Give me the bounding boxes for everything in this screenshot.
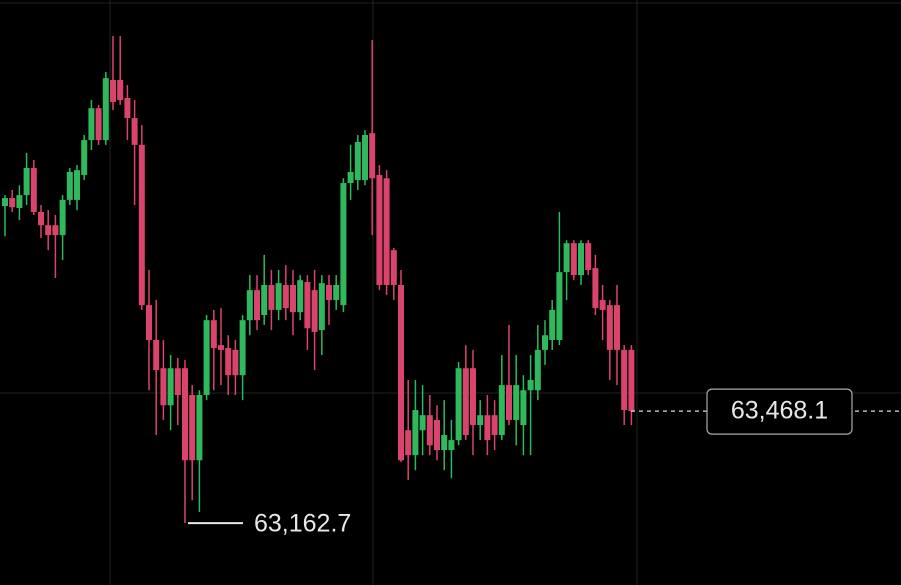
candle-body [556, 272, 563, 340]
candle-body [95, 108, 102, 141]
candle-body [484, 415, 491, 441]
candle-body [362, 134, 368, 181]
candle-body [614, 305, 620, 350]
candle-body [124, 97, 131, 119]
candle-body [45, 225, 52, 236]
candle-body [268, 284, 275, 310]
candle-body [38, 211, 44, 226]
candle-body [441, 434, 448, 451]
candle-body [246, 290, 253, 321]
candle-body [462, 368, 469, 435]
candle-body [455, 368, 462, 441]
candle-body [218, 345, 224, 350]
candle-body [621, 349, 628, 411]
candle-body [599, 300, 606, 310]
candle-body [102, 78, 109, 141]
candle-body [585, 243, 592, 270]
candle-body [261, 284, 268, 316]
candle-body [23, 167, 30, 196]
candle-body [606, 305, 613, 350]
candle-body [491, 415, 498, 435]
candle-body [318, 283, 325, 331]
last-price-box [706, 388, 853, 435]
candle-body [563, 243, 570, 273]
candle-body [477, 415, 484, 426]
candle-body [88, 108, 95, 141]
candle-body [628, 349, 635, 412]
candle-body [549, 309, 556, 340]
candle-body [189, 395, 196, 461]
candle-body [340, 183, 347, 306]
candle-body [81, 140, 88, 175]
last-price-label: 63,468.1 [731, 397, 828, 425]
candle-body [167, 368, 174, 406]
low-marker-label: 63,162.7 [254, 510, 351, 538]
candle-body [174, 368, 181, 396]
candle-body [383, 178, 390, 285]
candle-body [153, 339, 160, 371]
candle-body [578, 243, 584, 276]
candle-body [52, 225, 59, 236]
candle-body [297, 280, 304, 313]
candle-body [448, 440, 455, 451]
candle-body [203, 320, 210, 396]
candle-body [419, 415, 426, 431]
candle-body [506, 385, 512, 420]
candle-body [2, 198, 8, 207]
candle-body [527, 379, 534, 391]
candle-body [182, 368, 188, 461]
candle-body [196, 395, 203, 461]
candle-body [210, 320, 217, 349]
candle-body [376, 174, 383, 285]
candle-body [282, 284, 289, 309]
candle-body [513, 385, 520, 420]
candle-body [347, 172, 354, 184]
candle-body [239, 320, 246, 376]
candle-body [434, 419, 440, 451]
candle-body [333, 284, 340, 301]
candle-body [570, 243, 577, 276]
candle-body [146, 305, 152, 340]
candle-body [354, 141, 361, 181]
candle-body [30, 167, 37, 212]
candle-body [405, 430, 412, 456]
candle-body [369, 133, 376, 179]
candle-body [498, 385, 505, 435]
candle-body [160, 368, 167, 406]
candle-body [117, 79, 124, 101]
candle-body [275, 283, 282, 310]
candle-body [390, 250, 397, 285]
candle-body [470, 368, 476, 426]
candle-body [412, 410, 419, 456]
candle-body [311, 290, 318, 332]
candle-body [290, 284, 296, 313]
candle-body [304, 282, 311, 329]
candle-body [16, 195, 23, 208]
candle-body [225, 348, 232, 376]
candle-body [138, 144, 145, 306]
candle-body [66, 172, 73, 200]
candle-body [592, 268, 599, 309]
candle-body [9, 198, 16, 208]
candle-body [326, 284, 332, 301]
candle-body [398, 284, 404, 461]
candle-body [74, 170, 80, 200]
candle-body [542, 335, 548, 350]
candle-body [534, 349, 541, 391]
candle-body [59, 199, 66, 236]
candle-body [131, 118, 138, 145]
candle-body [520, 390, 527, 426]
candle-body [110, 79, 116, 102]
candle-body [426, 415, 433, 446]
candle-body [232, 349, 239, 376]
candle-body [254, 290, 260, 321]
